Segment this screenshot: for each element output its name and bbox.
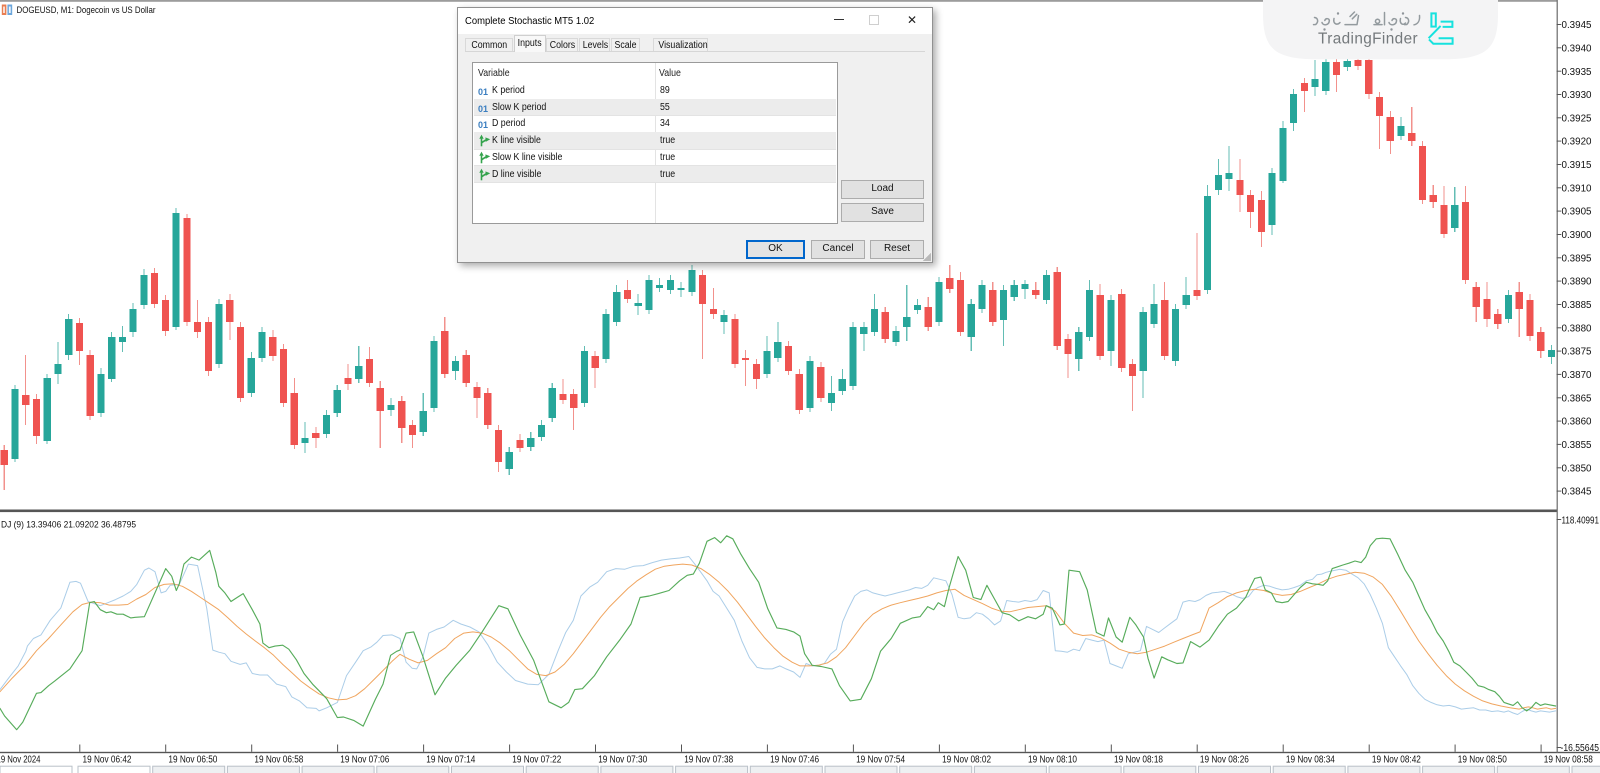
svg-text:0.3885: 0.3885 (1562, 300, 1592, 311)
svg-text:0.3880: 0.3880 (1562, 323, 1592, 334)
svg-text:0.3915: 0.3915 (1562, 160, 1592, 171)
svg-text:0.3940: 0.3940 (1562, 43, 1592, 54)
svg-text:0.3865: 0.3865 (1562, 393, 1592, 404)
svg-text:19 Nov 07:46: 19 Nov 07:46 (770, 755, 819, 766)
svg-text:0.3855: 0.3855 (1562, 440, 1592, 451)
svg-text:19 Nov 07:54: 19 Nov 07:54 (856, 755, 905, 766)
svg-text:DOGEUSD, M1: Dogecoin vs US D: DOGEUSD, M1: Dogecoin vs US Dollar (17, 5, 156, 15)
svg-text:0.3890: 0.3890 (1562, 277, 1592, 288)
svg-text:19 Nov 08:34: 19 Nov 08:34 (1286, 755, 1335, 766)
svg-text:19 Nov 08:42: 19 Nov 08:42 (1372, 755, 1421, 766)
svg-text:0.3845: 0.3845 (1562, 487, 1592, 498)
svg-text:0.3905: 0.3905 (1562, 207, 1592, 218)
svg-text:0.3910: 0.3910 (1562, 183, 1592, 194)
svg-text:19 Nov 06:42: 19 Nov 06:42 (83, 755, 132, 766)
svg-text:19 Nov 07:14: 19 Nov 07:14 (426, 755, 475, 766)
svg-text:19 Nov 07:22: 19 Nov 07:22 (512, 755, 561, 766)
svg-text:DJ (9) 13.39406 21.09202 36.48: DJ (9) 13.39406 21.09202 36.48795 (1, 519, 136, 530)
svg-text:01: 01 (478, 120, 488, 130)
svg-text:19 Nov 06:58: 19 Nov 06:58 (254, 755, 303, 766)
svg-text:0.3935: 0.3935 (1562, 67, 1592, 78)
svg-text:0.3895: 0.3895 (1562, 253, 1592, 264)
svg-text:19 Nov 07:30: 19 Nov 07:30 (598, 755, 647, 766)
svg-text:19 Nov 07:38: 19 Nov 07:38 (684, 755, 733, 766)
svg-text:01: 01 (478, 87, 488, 97)
svg-text:0.3920: 0.3920 (1562, 137, 1592, 148)
svg-text:0.3875: 0.3875 (1562, 347, 1592, 358)
svg-text:-16.55645: -16.55645 (1561, 743, 1600, 754)
svg-text:19 Nov 08:50: 19 Nov 08:50 (1458, 755, 1507, 766)
svg-text:TradingFinder: TradingFinder (1318, 31, 1418, 48)
svg-text:0.3860: 0.3860 (1562, 417, 1592, 428)
svg-text:0.3925: 0.3925 (1562, 113, 1592, 124)
svg-text:0.3945: 0.3945 (1562, 20, 1592, 31)
svg-text:19 Nov 08:02: 19 Nov 08:02 (942, 755, 991, 766)
svg-text:19 Nov 08:10: 19 Nov 08:10 (1028, 755, 1077, 766)
svg-text:19 Nov 08:18: 19 Nov 08:18 (1114, 755, 1163, 766)
svg-text:01: 01 (478, 104, 488, 114)
svg-text:0.3900: 0.3900 (1562, 230, 1592, 241)
svg-text:0.3930: 0.3930 (1562, 90, 1592, 101)
svg-text:19 Nov 08:26: 19 Nov 08:26 (1200, 755, 1249, 766)
svg-text:19 Nov 08:58: 19 Nov 08:58 (1544, 755, 1593, 766)
svg-text:118.40991: 118.40991 (1562, 515, 1600, 526)
svg-text:0.3870: 0.3870 (1562, 370, 1592, 381)
svg-text:0.3850: 0.3850 (1562, 463, 1592, 474)
svg-text:19 Nov 2024: 19 Nov 2024 (0, 755, 41, 766)
svg-text:19 Nov 07:06: 19 Nov 07:06 (340, 755, 389, 766)
svg-text:19 Nov 06:50: 19 Nov 06:50 (168, 755, 217, 766)
